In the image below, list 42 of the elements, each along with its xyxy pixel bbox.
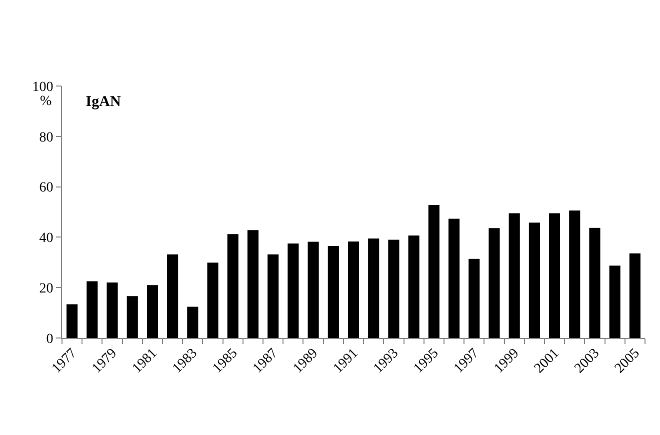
bar: [288, 244, 299, 338]
bar: [146, 285, 158, 338]
bar: [569, 210, 580, 338]
x-tick-label: 2001: [532, 346, 562, 376]
y-tick-label: 80: [39, 130, 54, 146]
bar: [167, 254, 178, 338]
bar: [428, 204, 440, 338]
bar: [227, 234, 238, 338]
y-axis-title: %: [40, 94, 52, 109]
text: IgAN: [86, 94, 121, 110]
y-tick-label: 0: [46, 332, 54, 347]
x-tick-label: 1989: [290, 346, 322, 376]
bar: [388, 240, 400, 338]
bar: [609, 266, 620, 338]
bar: [207, 262, 218, 338]
y-tick-label: 40: [39, 231, 54, 246]
bar: [629, 253, 640, 338]
x-tick-label: 1979: [90, 346, 120, 376]
bar: [549, 213, 560, 338]
y-tick-label: 20: [39, 282, 54, 296]
bar: [66, 304, 78, 338]
bar: [328, 246, 339, 338]
bar: [348, 241, 360, 338]
bar: [86, 281, 98, 338]
bar: [589, 228, 600, 338]
bar: [528, 222, 540, 338]
bar: [408, 235, 420, 338]
bar: [308, 242, 319, 338]
bar: [126, 296, 138, 338]
y-tick-label: 60: [39, 180, 54, 196]
bar: [488, 228, 500, 338]
bar: [368, 238, 380, 338]
x-tick-label: 1991: [330, 346, 362, 376]
bar: [508, 213, 520, 338]
y-tick-label: 100: [32, 80, 54, 95]
bar: [268, 254, 279, 338]
x-tick-label: 1981: [130, 346, 160, 376]
bar: [448, 218, 460, 338]
bar: [468, 258, 480, 338]
bar: [187, 306, 198, 338]
bar: [247, 230, 259, 338]
bar: [106, 282, 118, 338]
